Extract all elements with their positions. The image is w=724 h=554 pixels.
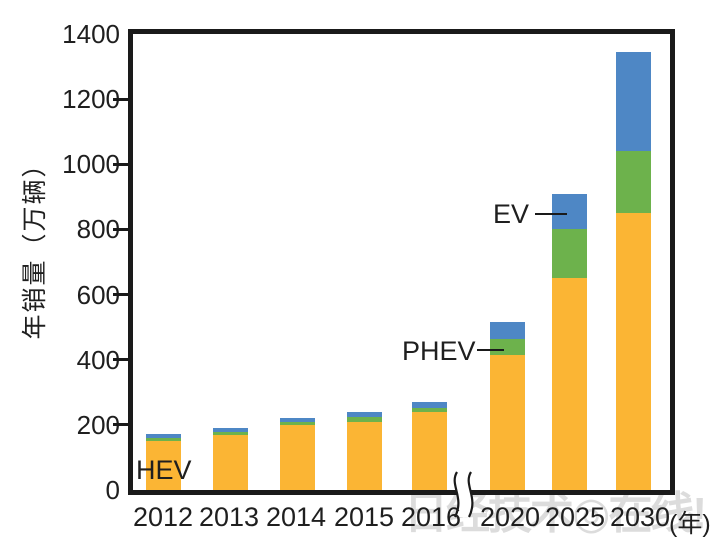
bar-segment-phev-2015 xyxy=(347,417,382,422)
y-tick-mark xyxy=(113,293,128,297)
y-tick-mark xyxy=(113,227,128,231)
y-tick-label-1400: 1400 xyxy=(62,19,120,49)
phev-leader-line xyxy=(477,349,504,351)
bar-segment-hev-2013 xyxy=(213,434,248,490)
bar-segment-phev-2013 xyxy=(213,432,248,435)
x-tick-label-2012: 2012 xyxy=(132,502,194,532)
bar-segment-ev-2013 xyxy=(213,428,248,433)
x-axis-unit: (年) xyxy=(669,510,711,538)
x-tick-label-2015: 2015 xyxy=(333,502,395,532)
watermark: 日经技术◎在线! xyxy=(404,489,707,538)
bar-segment-phev-2020 xyxy=(490,338,525,355)
phev-annotation-label: PHEV xyxy=(402,336,476,366)
y-tick-label-800: 800 xyxy=(76,214,120,245)
bar-segment-phev-2014 xyxy=(280,422,315,425)
bar-segment-hev-2016 xyxy=(412,411,447,490)
x-tick-label-2013: 2013 xyxy=(198,502,260,532)
x-tick-label-2014: 2014 xyxy=(265,502,327,532)
hev-annotation-label: HEV xyxy=(136,455,192,485)
y-tick-label-0: 0 xyxy=(105,475,120,505)
axis-break-icon xyxy=(453,471,474,518)
bar-segment-hev-2030 xyxy=(616,213,651,490)
bar-segment-ev-2016 xyxy=(412,401,447,408)
bar-segment-ev-2030 xyxy=(616,51,651,152)
y-tick-label-1200: 1200 xyxy=(62,84,120,115)
bar-segment-hev-2020 xyxy=(490,354,525,490)
plot-area xyxy=(128,29,675,495)
y-tick-label-200: 200 xyxy=(76,409,120,440)
bar-segment-ev-2012 xyxy=(146,433,181,438)
x-tick-label-2020: 2020 xyxy=(479,502,541,532)
ev-annotation-label: EV xyxy=(493,199,530,229)
bar-segment-ev-2025 xyxy=(552,193,587,230)
x-tick-label-2016: 2016 xyxy=(400,502,462,532)
y-tick-mark xyxy=(113,423,128,427)
bar-segment-ev-2014 xyxy=(280,417,315,423)
bar-segment-ev-2020 xyxy=(490,322,525,339)
bar-segment-phev-2030 xyxy=(616,151,651,214)
y-tick-label-400: 400 xyxy=(76,344,120,375)
ev-leader-line xyxy=(535,213,567,215)
bar-segment-hev-2015 xyxy=(347,421,382,490)
bar-segment-ev-2015 xyxy=(347,411,382,418)
bar-segment-phev-2016 xyxy=(412,407,447,412)
bar-segment-phev-2025 xyxy=(552,229,587,279)
y-tick-mark xyxy=(113,358,128,362)
y-tick-label-600: 600 xyxy=(76,279,120,310)
y-tick-mark xyxy=(113,97,128,101)
bar-segment-hev-2025 xyxy=(552,278,587,490)
bar-segment-phev-2012 xyxy=(146,437,181,442)
bar-segment-hev-2014 xyxy=(280,424,315,490)
x-tick-label-2030: 2030 xyxy=(609,502,671,532)
bar-segment-hev-2012 xyxy=(146,441,181,490)
y-tick-mark xyxy=(113,162,128,166)
x-tick-label-2025: 2025 xyxy=(544,502,606,532)
y-tick-label-1000: 1000 xyxy=(62,149,120,180)
